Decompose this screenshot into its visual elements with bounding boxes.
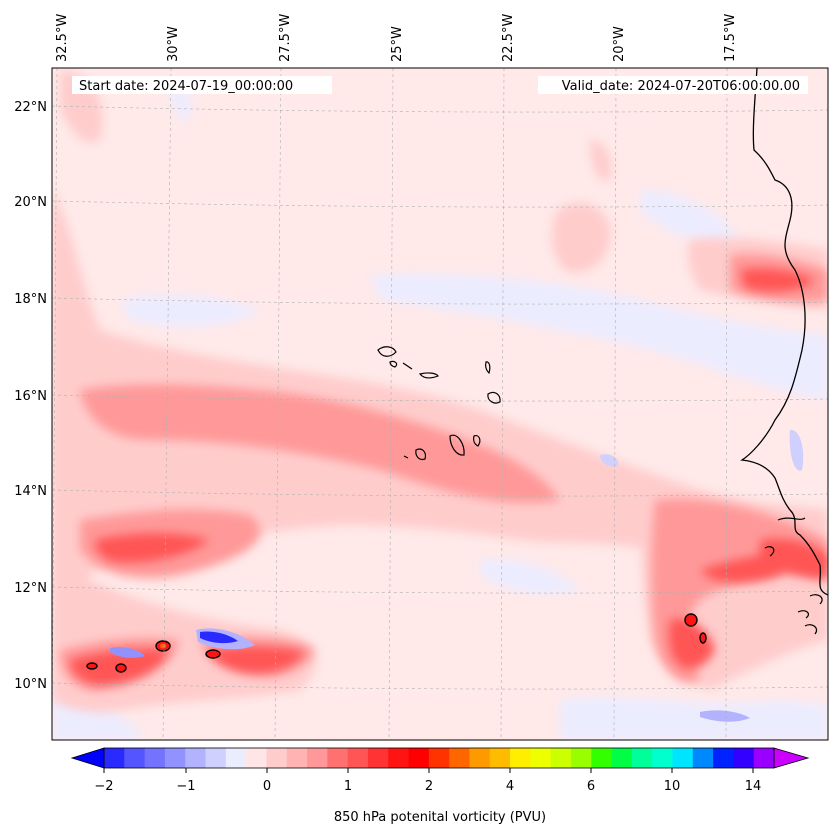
colorbar-cell <box>164 748 186 768</box>
colorbar-cell <box>692 748 714 768</box>
colorbar-cell <box>591 748 613 768</box>
colorbar-cell <box>672 748 694 768</box>
colorbar-cell <box>753 748 775 768</box>
colorbar-cell <box>286 748 308 768</box>
colorbar-tick-label: 2 <box>425 779 433 794</box>
latitude-labels: 22°N 20°N 18°N 16°N 14°N 12°N 10°N <box>14 100 47 692</box>
colorbar-tick-label: 10 <box>664 779 681 794</box>
colorbar-cell <box>225 748 247 768</box>
colorbar-cell <box>124 748 146 768</box>
lat-label: 16°N <box>14 389 47 404</box>
colorbar-cell <box>733 748 755 768</box>
colorbar-tick-label: 6 <box>587 779 595 794</box>
colorbar-cell <box>205 748 227 768</box>
colorbar: −2 −1 0 1 2 4 6 10 14 850 hPa potenital … <box>70 747 810 825</box>
valid-date-box <box>538 76 808 94</box>
lon-label: 20°W <box>612 26 627 62</box>
colorbar-cell <box>611 748 633 768</box>
colorbar-cell <box>469 748 491 768</box>
lat-label: 20°N <box>14 195 47 210</box>
colorbar-cell <box>246 748 267 768</box>
colorbar-cell <box>408 748 430 768</box>
lon-label: 22.5°W <box>501 14 516 62</box>
graticule <box>52 68 828 740</box>
lat-label: 12°N <box>14 581 47 596</box>
colorbar-tick-labels: −2 −1 0 1 2 4 6 10 14 <box>94 779 761 794</box>
colorbar-cell <box>428 748 450 768</box>
colorbar-cell <box>631 748 653 768</box>
pv-peak-marker <box>160 643 166 649</box>
lat-label: 14°N <box>14 484 47 499</box>
lat-label: 22°N <box>14 100 47 115</box>
colorbar-cells <box>104 748 775 768</box>
colorbar-cell <box>388 748 410 768</box>
colorbar-cell <box>266 748 288 768</box>
colorbar-extend-max <box>773 747 810 769</box>
colorbar-cell <box>449 748 470 768</box>
colorbar-cell <box>530 748 552 768</box>
colorbar-tick-label: 14 <box>745 779 762 794</box>
map-frame <box>51 67 829 741</box>
colorbar-cell <box>510 748 531 768</box>
lon-label: 30°W <box>166 26 181 62</box>
negative-pv-cores <box>110 429 804 722</box>
colorbar-cell <box>347 748 369 768</box>
colorbar-cell <box>327 748 349 768</box>
colorbar-cell <box>550 748 572 768</box>
lon-label: 17.5°W <box>723 14 738 62</box>
lon-label: 27.5°W <box>278 14 293 62</box>
cape-verde-islands <box>377 346 501 461</box>
colorbar-cell <box>713 748 734 768</box>
valid-date-label: Valid_date: 2024-07-20T06:00:00.00 <box>562 79 800 94</box>
lon-label: 25°W <box>390 26 405 62</box>
colorbar-tick-label: 0 <box>263 779 271 794</box>
lat-label: 10°N <box>14 677 47 692</box>
coast-detail <box>764 517 823 635</box>
colorbar-cell <box>307 748 328 768</box>
colorbar-tick-label: −2 <box>94 779 113 794</box>
colorbar-cell <box>570 748 592 768</box>
colorbar-tick-label: −1 <box>176 779 195 794</box>
lat-label: 18°N <box>14 292 47 307</box>
colorbar-cell <box>144 748 166 768</box>
map-panel <box>52 68 828 740</box>
colorbar-cell <box>652 748 673 768</box>
colorbar-ticks <box>103 768 754 773</box>
africa-coastline <box>740 68 828 596</box>
colorbar-cell <box>185 748 207 768</box>
start-date-box <box>72 76 332 94</box>
colorbar-cell <box>489 748 511 768</box>
lon-label: 32.5°W <box>55 14 70 62</box>
start-date-label: Start date: 2024-07-19_00:00:00 <box>79 79 293 94</box>
colorbar-label: 850 hPa potenital vorticity (PVU) <box>334 810 546 825</box>
colorbar-frame <box>103 747 775 769</box>
colorbar-tick-label: 1 <box>344 779 352 794</box>
colorbar-cell <box>104 748 125 768</box>
colorbar-tick-label: 4 <box>506 779 514 794</box>
colorbar-cell <box>367 748 389 768</box>
colorbar-extend-min <box>70 747 105 769</box>
longitude-labels: 32.5°W 30°W 27.5°W 25°W 22.5°W 20°W 17.5… <box>55 14 738 62</box>
